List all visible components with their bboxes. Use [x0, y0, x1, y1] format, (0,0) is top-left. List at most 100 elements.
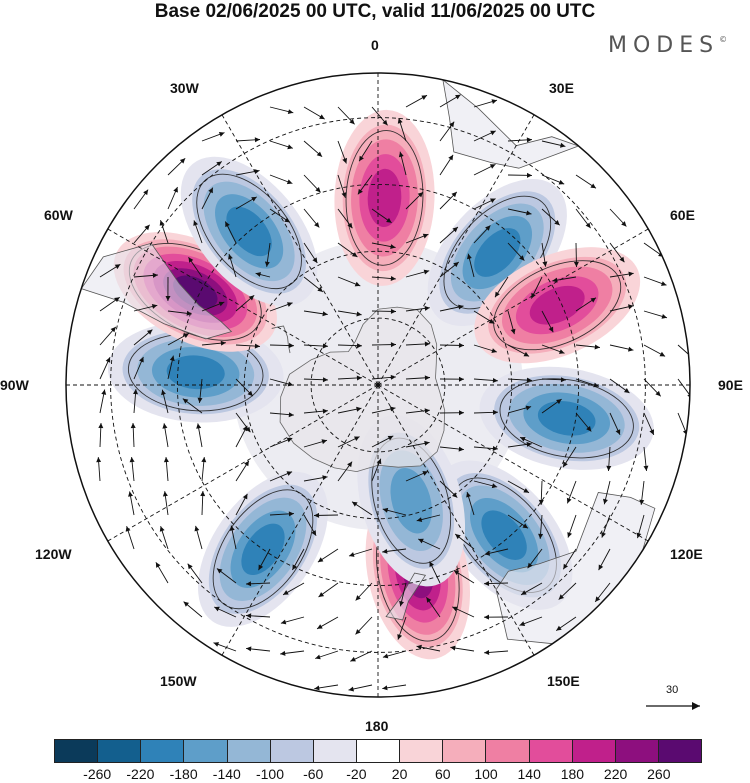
wind-arrow — [133, 189, 149, 210]
wind-arrow — [303, 106, 325, 120]
wind-arrow — [99, 326, 117, 346]
wind-arrow — [562, 548, 577, 570]
colorbar-tick-label: -140 — [212, 766, 241, 782]
colorbar-swatch — [184, 740, 228, 762]
meridian-line — [377, 114, 535, 386]
wind-arrow — [507, 344, 530, 357]
wind-arrow — [382, 548, 407, 554]
wind-arrow — [350, 650, 373, 662]
wind-arrow — [398, 151, 407, 176]
wind-arrow — [609, 271, 634, 278]
wind-arrow — [337, 242, 358, 258]
wind-arrow — [575, 174, 597, 189]
wind-arrow — [439, 154, 454, 176]
wind-arrow — [371, 458, 382, 482]
wind-arrow — [371, 208, 392, 224]
wind-arrow — [439, 94, 461, 108]
south-pole-marker — [375, 382, 381, 388]
wind-arrow — [484, 650, 509, 655]
wind-arrow — [552, 276, 577, 283]
wind-arrow — [337, 343, 363, 349]
anomaly-contour-fill — [529, 285, 585, 325]
colorbar-swatch — [98, 740, 142, 762]
wind-arrow — [235, 196, 257, 210]
wind-arrow — [519, 436, 543, 448]
wind-arrow — [507, 405, 532, 414]
colorbar-tick-label: -60 — [303, 766, 324, 782]
anomaly-contour-fill — [537, 401, 596, 436]
anomaly-center — [427, 179, 567, 326]
wind-arrow — [337, 436, 360, 448]
wind-arrow — [193, 220, 203, 244]
streamline-loop — [345, 130, 424, 266]
wind-arrow — [371, 435, 394, 448]
wind-arrow — [337, 406, 362, 414]
wind-arrow — [165, 276, 171, 302]
wind-arrow — [643, 344, 666, 357]
wind-arrow — [609, 304, 634, 312]
wind-arrow — [473, 378, 498, 383]
wind-arrow — [303, 276, 324, 293]
wind-arrow — [507, 441, 532, 448]
wind-arrow — [269, 471, 293, 482]
lon-label-0: 0 — [371, 37, 379, 53]
wind-arrow — [201, 457, 207, 482]
south-america-coastline — [80, 242, 233, 340]
wind-arrow — [303, 343, 329, 349]
wind-arrow — [507, 310, 516, 335]
colorbar-swatch — [356, 740, 401, 762]
wind-arrow — [128, 491, 135, 516]
wind-arrow — [450, 645, 475, 652]
colorbar-tick-label: 140 — [517, 766, 541, 782]
wind-arrow — [133, 272, 158, 278]
wind-arrow — [99, 389, 107, 414]
wind-arrow — [235, 169, 260, 176]
wind-arrow — [541, 310, 554, 333]
wind-arrow — [439, 304, 464, 312]
reference-vector-label: 30 — [666, 684, 679, 696]
wind-arrow — [162, 423, 169, 448]
wind-arrow — [439, 226, 459, 244]
wind-arrow — [677, 344, 690, 362]
wind-arrow — [473, 163, 496, 176]
wind-arrow — [269, 437, 293, 448]
lon-label-60w: 60W — [44, 207, 73, 223]
wind-arrow — [609, 242, 625, 263]
wind-arrow — [454, 533, 475, 550]
wind-arrow — [371, 406, 396, 414]
wind-arrow — [163, 457, 169, 482]
wind-arrow — [643, 378, 662, 397]
wind-arrow — [609, 208, 627, 227]
wind-arrow — [280, 650, 305, 656]
wind-arrow — [269, 343, 295, 348]
wind-arrow — [167, 157, 186, 176]
wind-arrow — [235, 425, 248, 448]
wind-arrow — [527, 548, 543, 569]
wind-arrow — [348, 684, 373, 692]
wind-arrow — [235, 137, 261, 143]
wind-arrow — [197, 378, 203, 403]
colorbar-tick-label: 100 — [474, 766, 498, 782]
wind-arrow — [162, 491, 169, 516]
wind-arrow — [426, 596, 441, 618]
colorbar-tick-label: 60 — [435, 766, 451, 782]
wind-arrow — [269, 140, 293, 150]
wind-arrow — [567, 514, 577, 538]
new-zealand-coastline — [385, 572, 427, 621]
colorbar-swatch — [658, 740, 702, 762]
anomaly-contour-fill — [166, 355, 225, 390]
wind-arrow — [405, 375, 431, 381]
colorbar-swatch — [615, 740, 659, 762]
wind-arrow — [167, 186, 178, 210]
wind-arrow — [348, 548, 373, 557]
wind-arrow — [558, 582, 577, 600]
colorbar-tick-label: -220 — [126, 766, 155, 782]
wind-arrow — [245, 581, 271, 587]
antarctica-coastline — [279, 306, 446, 473]
wind-arrow — [155, 562, 169, 584]
wind-arrow — [337, 310, 362, 317]
wind-arrow — [355, 616, 373, 635]
wind-arrow — [228, 253, 237, 278]
wind-arrow — [269, 174, 293, 185]
wind-arrow — [235, 493, 248, 516]
